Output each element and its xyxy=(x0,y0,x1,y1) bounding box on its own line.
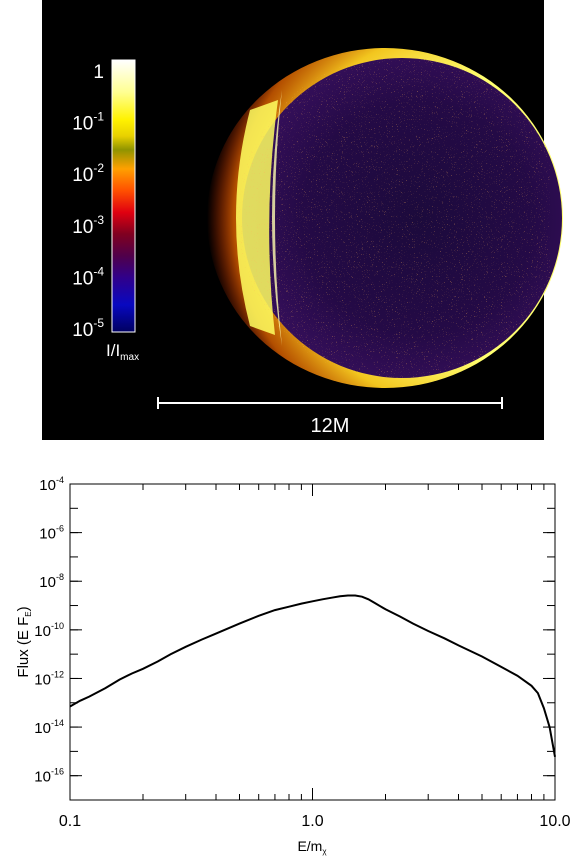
x-tick-label: 1.0 xyxy=(301,813,323,830)
x-tick-label: 10.0 xyxy=(539,813,570,830)
plot-frame xyxy=(69,483,556,801)
y-tick-label: 10-12 xyxy=(34,669,64,688)
x-tick-label: 0.1 xyxy=(59,813,81,830)
colorbar-labels: 1 10-1 10-2 10-3 10-4 10-5 xyxy=(72,62,104,341)
y-tick-label: 10-8 xyxy=(39,572,64,591)
colorbar-tick-label: 10-2 xyxy=(72,161,104,186)
scale-bar-label: 12M xyxy=(311,415,350,437)
disk-noise xyxy=(237,55,550,381)
colorbar-tick-label: 10-4 xyxy=(72,264,104,289)
colorbar-label: I/Imax xyxy=(106,341,139,363)
colorbar-tick-label: 10-1 xyxy=(72,110,104,135)
x-axis: 0.1 1.0 10.0 xyxy=(59,484,571,830)
colorbar-tick-label: 10-3 xyxy=(72,213,104,238)
y-tick-label: 10-14 xyxy=(34,718,64,737)
y-tick-label: 10-16 xyxy=(34,767,64,786)
colorbar-tick-label: 10-5 xyxy=(72,316,104,341)
y-tick-label: 10-4 xyxy=(39,475,64,494)
x-axis-label: E/mχ xyxy=(297,838,327,856)
colorbar xyxy=(111,59,136,333)
y-axis-label: Flux (E FE) xyxy=(15,606,33,677)
y-tick-label: 10-6 xyxy=(39,524,64,543)
colorbar-tick-label: 1 xyxy=(93,62,104,83)
y-axis: 10-16 10-14 10-12 10-10 10-8 10-6 10-4 xyxy=(34,475,555,801)
y-tick-label: 10-10 xyxy=(34,621,64,640)
flux-line xyxy=(69,594,556,757)
